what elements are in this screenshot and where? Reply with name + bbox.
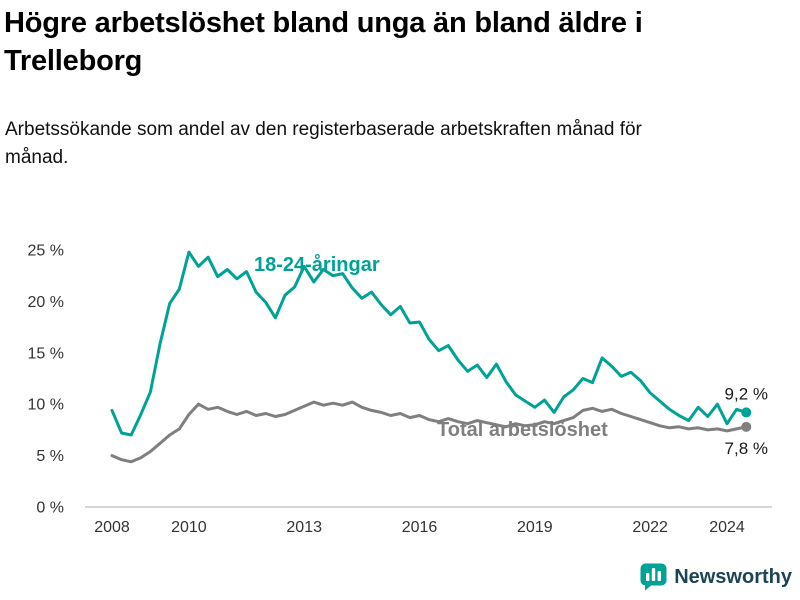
x-axis-tick-label: 2024	[709, 519, 745, 536]
y-axis-tick-label: 5 %	[36, 448, 64, 465]
x-axis-tick-label: 2022	[632, 519, 668, 536]
y-axis-tick-label: 15 %	[28, 345, 64, 362]
x-axis-tick-label: 2013	[286, 519, 322, 536]
chart-subtitle: Arbetssökande som andel av den registerb…	[5, 119, 642, 168]
total-end-value-label: 7,8 %	[725, 439, 768, 458]
brand-footer: Newsworthy	[640, 563, 792, 591]
young-series-line	[110, 250, 748, 437]
line-chart: 0 % 5 % 10 % 15 % 20 % 25 % 2008 2010 2013 2016 20…	[28, 243, 772, 536]
x-axis-tick-label: 2016	[402, 519, 438, 536]
total-end-dot	[741, 421, 752, 432]
brand-name: Newsworthy	[674, 565, 792, 588]
x-axis-tick-label: 2008	[94, 519, 130, 536]
y-axis-tick-label: 20 %	[28, 294, 64, 311]
y-axis-tick-label: 25 %	[28, 243, 64, 260]
young-series-label: 18-24-åringar	[254, 253, 380, 276]
y-axis-tick-label: 0 %	[36, 500, 64, 517]
x-axis-tick-label: 2010	[171, 519, 207, 536]
newsworthy-icon	[640, 563, 667, 591]
young-end-value-label: 9,2 %	[725, 384, 768, 403]
total-series-line	[110, 400, 748, 464]
chart-title: Högre arbetslöshet bland unga än bland ä…	[4, 7, 643, 78]
total-series-label: Total arbetslöshet	[437, 419, 608, 441]
x-axis-tick-label: 2019	[517, 519, 553, 536]
y-axis-tick-label: 10 %	[28, 397, 64, 414]
young-end-dot	[741, 407, 752, 418]
